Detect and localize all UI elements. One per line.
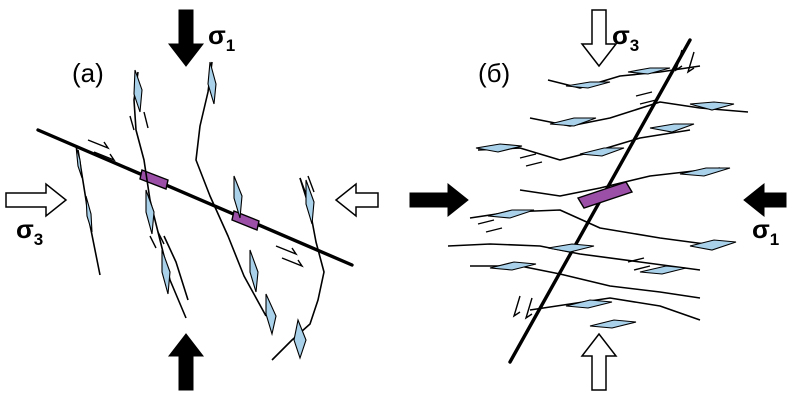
panel-a-label: (а) (72, 58, 104, 88)
vein-a11 (293, 318, 307, 360)
vein-b6 (579, 147, 625, 157)
shear-arrows-a (87, 111, 315, 268)
vein-a2 (85, 195, 93, 233)
vein-a9 (265, 293, 277, 337)
vein-a4 (145, 189, 155, 235)
fracture-b8 (529, 297, 701, 321)
vein-b11 (547, 243, 595, 253)
sigma3-arrow-top-b (580, 9, 618, 68)
fracture-a3 (195, 61, 267, 317)
vein-b4 (689, 101, 735, 111)
vein-b1 (565, 81, 611, 89)
vein-b14 (565, 299, 613, 309)
fracture-a5 (163, 235, 189, 301)
fracture-b4 (519, 167, 721, 197)
sigma1-arrow-top-a (167, 9, 205, 67)
vein-set-a (75, 61, 325, 361)
dilational-jog-a1 (139, 169, 169, 190)
dilational-jog-b (576, 181, 634, 209)
vein-b12 (489, 261, 537, 271)
vein-b15 (589, 319, 637, 329)
main-fault-a (36, 128, 354, 267)
sigma1-arrow-left-b (409, 182, 469, 218)
vein-a3 (133, 69, 143, 113)
panel-b-label: (б) (478, 58, 510, 88)
sigma3-label-b: σ3 (612, 20, 639, 55)
vein-b5 (475, 143, 523, 153)
vein-b8 (679, 167, 731, 177)
shear-arrows-b (477, 49, 695, 320)
panel-a: (а) σ1 σ3 (5, 9, 379, 391)
vein-a10 (305, 179, 315, 225)
vein-a5 (161, 249, 171, 295)
vein-set-b (447, 65, 749, 329)
sigma1-label-a: σ1 (208, 20, 235, 55)
vein-a6 (207, 61, 217, 105)
vein-b3 (549, 117, 597, 127)
sigma1-arrow-right-b (743, 182, 787, 218)
sigma3-label-a: σ3 (16, 214, 43, 249)
vein-b2 (627, 67, 671, 75)
dilational-jog-a2 (231, 210, 260, 231)
sigma3-arrow-left-a (5, 182, 68, 218)
vein-b13 (639, 265, 687, 275)
sigma1-arrow-bottom-a (167, 333, 205, 391)
vein-a7 (233, 175, 243, 219)
vein-b9 (487, 209, 535, 219)
sigma1-label-b: σ1 (752, 214, 779, 249)
fracture-a2 (133, 71, 187, 319)
vein-b7 (649, 123, 695, 133)
vein-a8 (249, 249, 259, 293)
panel-b: (б) σ3 σ1 (409, 9, 787, 391)
sigma3-arrow-bottom-b (580, 332, 618, 391)
vein-b10 (689, 239, 737, 251)
vein-a1 (75, 145, 83, 179)
sigma3-arrow-right-a (334, 182, 379, 218)
